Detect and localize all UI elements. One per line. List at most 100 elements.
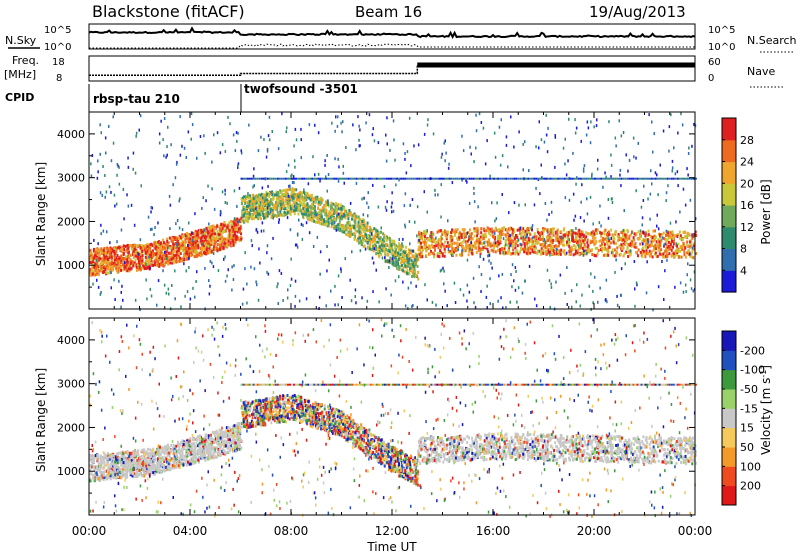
echo-cell bbox=[593, 241, 596, 245]
echo-cell bbox=[192, 240, 195, 244]
echo-cell bbox=[228, 231, 231, 235]
echo-cell bbox=[556, 237, 559, 241]
echo-cell bbox=[424, 244, 427, 248]
echo-cell bbox=[115, 249, 118, 253]
echo-cell bbox=[485, 229, 488, 233]
echo-cell bbox=[104, 250, 107, 254]
echo-cell bbox=[359, 144, 361, 148]
echo-cell bbox=[569, 233, 572, 236]
echo-cell bbox=[589, 232, 592, 236]
echo-cell bbox=[266, 214, 269, 218]
echo-cell bbox=[431, 240, 434, 244]
echo-cell bbox=[572, 243, 575, 247]
echo-cell bbox=[298, 218, 300, 222]
echo-cell bbox=[223, 257, 225, 261]
echo-cell bbox=[416, 234, 418, 238]
echo-cell bbox=[268, 115, 271, 119]
echo-cell bbox=[466, 180, 468, 184]
echo-cell bbox=[302, 190, 305, 194]
echo-cell bbox=[408, 252, 411, 255]
echo-cell bbox=[139, 252, 142, 256]
echo-cell bbox=[413, 272, 416, 276]
echo-cell bbox=[168, 246, 171, 250]
echo-cell bbox=[300, 127, 302, 131]
echo-cell bbox=[429, 235, 432, 238]
echo-cell bbox=[127, 247, 130, 251]
echo-cell bbox=[392, 254, 395, 258]
echo-cell bbox=[391, 201, 393, 205]
echo-cell bbox=[545, 133, 548, 137]
echo-cell bbox=[686, 167, 688, 171]
echo-cell bbox=[380, 243, 383, 247]
echo-cell bbox=[191, 253, 194, 257]
echo-cell bbox=[613, 237, 616, 240]
echo-cell bbox=[307, 182, 310, 186]
echo-cell bbox=[346, 233, 349, 237]
echo-cell bbox=[549, 250, 552, 254]
echo-cell bbox=[144, 244, 146, 248]
echo-cell bbox=[232, 243, 235, 247]
echo-cell bbox=[643, 232, 646, 236]
echo-cell bbox=[383, 244, 386, 248]
echo-cell bbox=[683, 253, 686, 257]
echo-cell bbox=[515, 234, 517, 237]
echo-cell bbox=[360, 222, 363, 226]
echo-cell bbox=[455, 246, 458, 250]
echo-cell bbox=[120, 268, 122, 272]
echo-cell bbox=[446, 230, 449, 234]
echo-cell bbox=[605, 233, 608, 237]
echo-cell bbox=[423, 230, 425, 234]
echo-cell bbox=[142, 246, 145, 250]
echo-cell bbox=[594, 236, 597, 240]
echo-cell bbox=[97, 242, 99, 246]
echo-cell bbox=[388, 259, 391, 263]
echo-cell bbox=[477, 244, 480, 248]
echo-cell bbox=[352, 123, 354, 127]
echo-cell bbox=[277, 282, 279, 286]
echo-cell bbox=[309, 206, 312, 210]
echo-cell bbox=[671, 238, 674, 242]
echo-cell bbox=[355, 148, 357, 152]
echo-cell bbox=[321, 219, 324, 223]
echo-cell bbox=[97, 159, 99, 163]
echo-cell bbox=[191, 243, 194, 247]
echo-cell bbox=[690, 242, 693, 246]
echo-cell bbox=[307, 193, 309, 197]
echo-cell bbox=[395, 261, 398, 265]
echo-cell bbox=[243, 199, 246, 203]
echo-cell bbox=[207, 231, 210, 235]
echo-cell bbox=[669, 221, 672, 225]
echo-cell bbox=[410, 267, 413, 271]
echo-cell bbox=[233, 264, 235, 268]
echo-cell bbox=[398, 238, 400, 241]
echo-cell bbox=[693, 122, 695, 126]
echo-cell bbox=[594, 246, 597, 250]
echo-cell bbox=[686, 232, 689, 236]
echo-cell bbox=[288, 205, 290, 209]
echo-cell bbox=[229, 231, 232, 235]
echo-cell bbox=[532, 240, 535, 244]
echo-cell bbox=[564, 162, 566, 166]
echo-cell bbox=[643, 252, 646, 256]
echo-cell bbox=[227, 243, 230, 247]
echo-cell bbox=[654, 229, 656, 233]
echo-cell bbox=[300, 209, 302, 213]
echo-cell bbox=[606, 242, 609, 246]
echo-cell bbox=[358, 227, 361, 231]
echo-cell bbox=[216, 243, 219, 246]
echo-cell bbox=[315, 197, 318, 201]
echo-cell bbox=[279, 211, 282, 215]
echo-cell bbox=[211, 236, 214, 240]
echo-cell bbox=[438, 255, 441, 259]
echo-cell bbox=[607, 216, 610, 220]
echo-cell bbox=[290, 209, 293, 213]
echo-cell bbox=[363, 244, 366, 248]
echo-cell bbox=[682, 242, 685, 246]
echo-cell bbox=[610, 175, 612, 179]
echo-cell bbox=[256, 195, 259, 199]
echo-cell bbox=[388, 237, 391, 240]
echo-cell bbox=[483, 227, 485, 231]
echo-cell bbox=[287, 210, 290, 214]
echo-cell bbox=[398, 265, 401, 269]
echo-cell bbox=[122, 244, 125, 248]
